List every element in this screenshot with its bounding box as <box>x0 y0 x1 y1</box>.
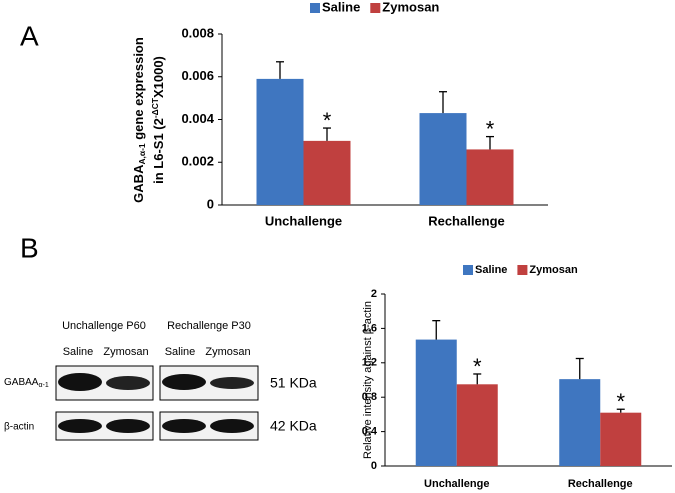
error-bar <box>276 61 284 79</box>
blot-group: Unchallenge P60 <box>62 320 146 332</box>
blot-image <box>55 365 259 441</box>
y-axis-label-part: gene expression <box>131 37 146 143</box>
lane-label: Saline <box>63 346 94 358</box>
x-tick-label: Rechallenge <box>568 478 633 490</box>
x-tick-label: Unchallenge <box>265 213 342 228</box>
row-sub: α-1 <box>38 382 48 389</box>
row-name: GABAA <box>4 377 39 388</box>
y-axis-label: in L6-S1 (2-ΔCTX1000) <box>150 56 166 184</box>
bar <box>559 379 601 466</box>
significance-marker: * <box>486 116 495 141</box>
y-axis-label-part: A,α-1 <box>137 143 147 164</box>
bar <box>415 339 457 466</box>
row-label: β-actin <box>4 422 34 433</box>
bar <box>303 140 351 205</box>
lane-label: Zymosan <box>205 346 250 358</box>
panel-label: A <box>20 20 39 51</box>
y-tick-label: 0.8 <box>362 391 377 403</box>
legend-label: Saline <box>322 0 360 14</box>
y-axis-label: Relative intensity against β-actin <box>362 301 374 459</box>
y-axis-label-part: GABA <box>131 164 146 203</box>
legend-swatch <box>463 265 473 275</box>
bar <box>600 412 642 466</box>
lane-label: Zymosan <box>103 346 148 358</box>
band-size: 51 KDa <box>270 375 317 391</box>
error-bar <box>473 373 482 385</box>
y-tick-label: 0.002 <box>181 154 214 169</box>
significance-marker: * <box>323 108 332 133</box>
band-size: 42 KDa <box>270 418 317 434</box>
y-axis-label-part: X1000) <box>151 56 166 98</box>
row-label: GABAAα-1 <box>4 377 49 389</box>
error-bar <box>432 320 441 340</box>
bar <box>456 384 498 466</box>
y-tick-label: 0.006 <box>181 68 214 83</box>
y-tick-label: 0 <box>371 460 377 472</box>
lane-label: Saline <box>165 346 196 358</box>
y-tick-label: 1.6 <box>362 322 377 334</box>
y-tick-label: 0 <box>207 196 214 211</box>
y-tick-label: 0.004 <box>181 111 214 126</box>
y-tick-label: 0.008 <box>181 25 214 40</box>
bar <box>466 149 514 205</box>
legend-label: Saline <box>475 264 507 276</box>
error-bar <box>323 127 331 141</box>
legend-label: Zymosan <box>382 0 439 14</box>
error-bar <box>486 135 494 150</box>
y-tick-label: 1.2 <box>362 357 377 369</box>
error-bar <box>439 91 447 114</box>
panel-label: B <box>20 232 39 263</box>
legend-label: Zymosan <box>529 264 578 276</box>
error-bar <box>575 357 584 380</box>
legend-swatch <box>370 3 381 13</box>
bar <box>256 78 304 205</box>
y-tick-label: 2 <box>371 288 377 300</box>
y-axis-label: GABAA,α-1 gene expression <box>131 37 147 203</box>
x-tick-label: Unchallenge <box>424 478 489 490</box>
significance-marker: * <box>473 354 482 379</box>
x-tick-label: Rechallenge <box>428 213 505 228</box>
y-tick-label: 0.4 <box>362 426 378 438</box>
legend-swatch <box>517 265 528 275</box>
error-bar <box>616 408 625 413</box>
bar <box>419 113 467 205</box>
blot-group: Rechallenge P30 <box>167 320 251 332</box>
y-axis-label-part: Relative intensity against β-actin <box>362 301 374 459</box>
y-axis-label-part: -ΔCT <box>150 97 160 118</box>
y-axis-label-part: in L6-S1 (2 <box>151 118 166 184</box>
significance-marker: * <box>616 389 625 414</box>
legend-swatch <box>310 3 320 13</box>
